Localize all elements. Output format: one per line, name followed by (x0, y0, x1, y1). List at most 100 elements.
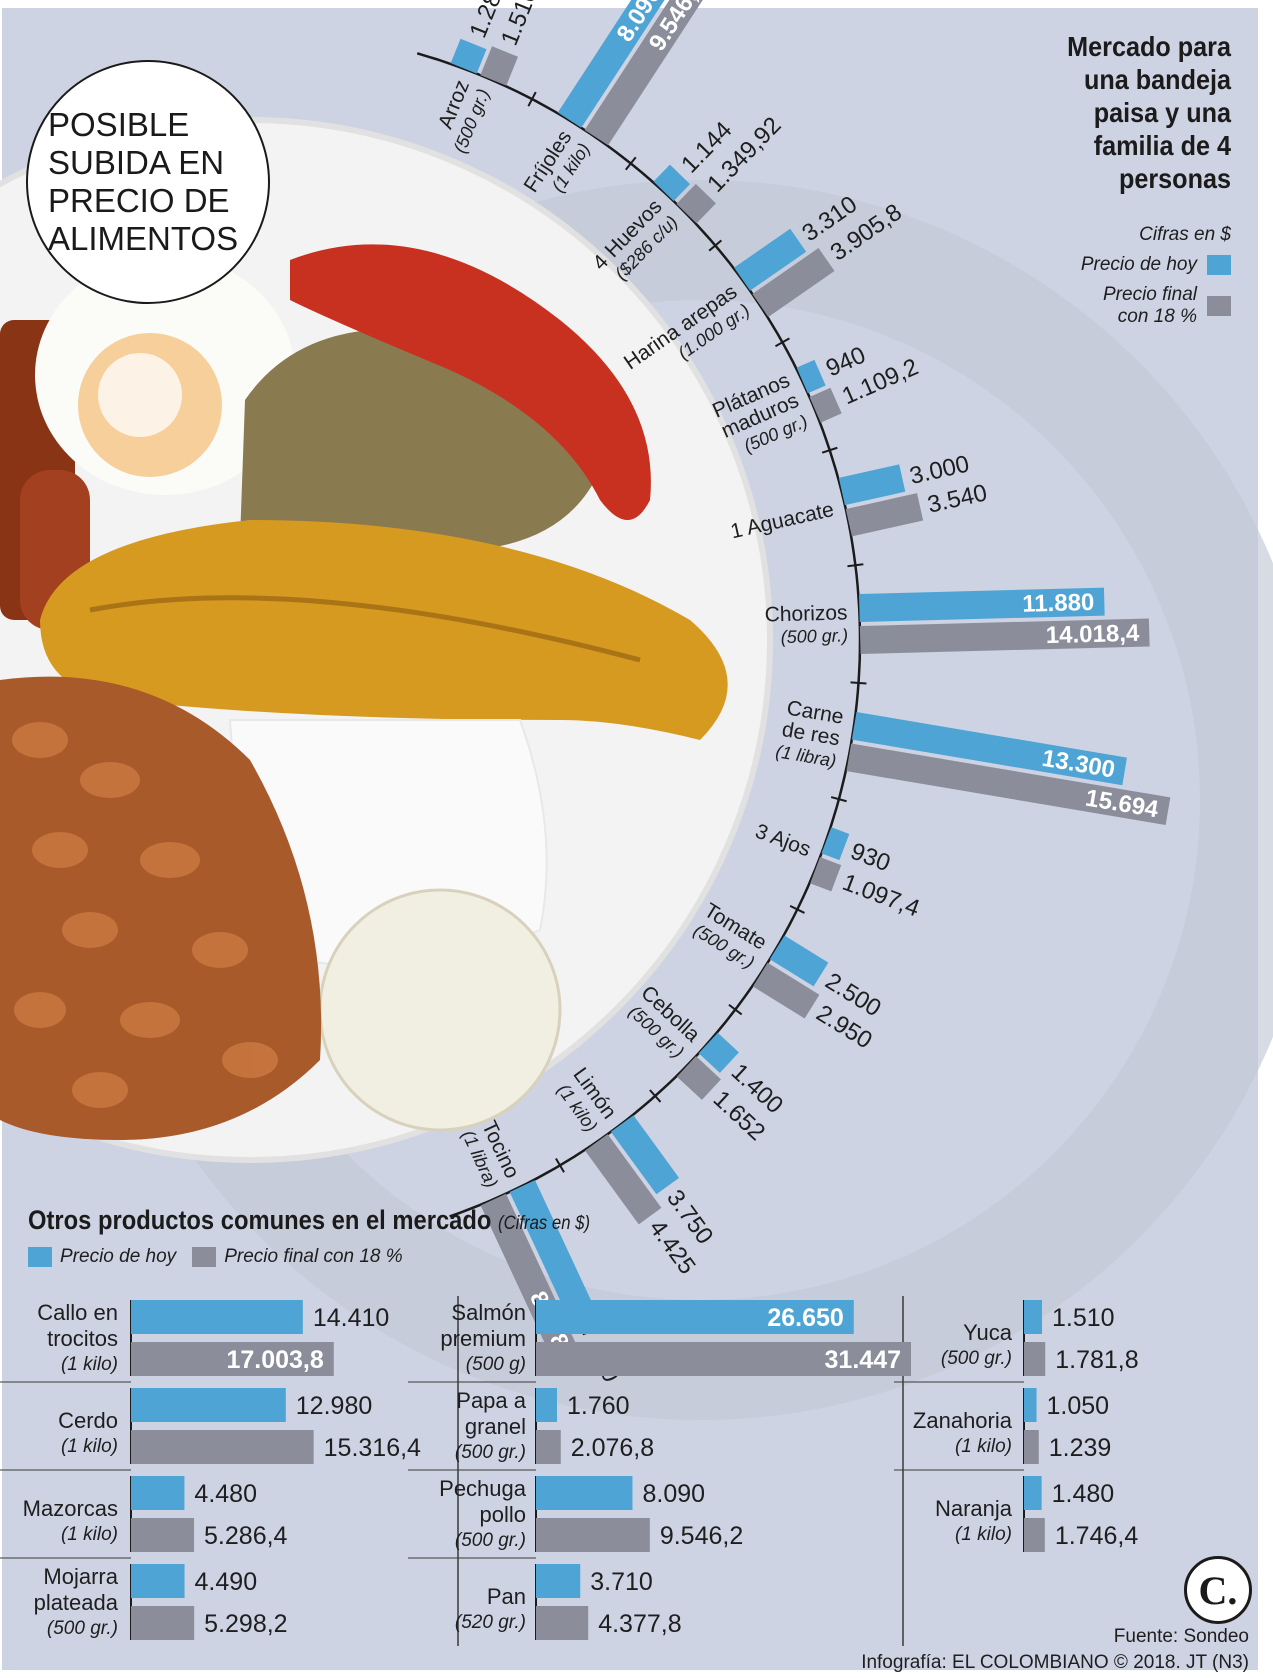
bar-today-cerdo (131, 1388, 286, 1422)
bar-today-harina-arepas (734, 228, 807, 291)
legend-units: Cifras en $ (1139, 224, 1231, 245)
bar-today-yuca (1024, 1300, 1043, 1334)
label-yuca: Yuca (963, 1320, 1013, 1345)
bar-final-cerdo (131, 1430, 314, 1464)
label-pechuga-pollo: Pechuga (439, 1476, 527, 1501)
bar-final-naranja (1024, 1518, 1045, 1552)
radial-axis-tick (649, 1089, 662, 1103)
bar-final-pechuga-pollo (536, 1518, 650, 1552)
grid-item-zanahoria: 1.050 1.239 Zanahoria (1 kilo) (894, 1388, 1111, 1471)
bar-final-salmon-premium (536, 1342, 911, 1376)
value-today-papa-a-granel: 1.760 (567, 1392, 630, 1420)
chorizo (290, 244, 651, 520)
credit-note: Infografía: EL COLOMBIANO © 2018. JT (N3… (861, 1652, 1249, 1673)
label-mojarra-plateada-1: plateada (34, 1590, 119, 1615)
note-mojarra-plateada: (500 gr.) (47, 1618, 118, 1639)
bar-final-zanahoria (1024, 1430, 1039, 1464)
bottom-title-subtitle: (Cifras en $) (498, 1213, 591, 1234)
bar-final-chorizos (859, 618, 1150, 655)
legend-final-swatch (1207, 296, 1231, 316)
bar-today-mazorcas (131, 1476, 185, 1510)
bar-today-papa-a-granel (536, 1388, 557, 1422)
grid-item-cerdo: 12.980 15.316,4 Cerdo (1 kilo) (0, 1388, 421, 1471)
bar-final-tomate (752, 962, 820, 1019)
value-final-cerdo: 15.316,4 (324, 1434, 421, 1462)
legend-bottom-final-swatch (192, 1247, 217, 1267)
bar-today-naranja (1024, 1476, 1042, 1510)
bar-today-pan (536, 1564, 581, 1598)
grid-item-pan: 3.710 4.377,8 Pan (520 gr.) (455, 1564, 682, 1640)
fried-plantain (40, 520, 728, 740)
egg-yolk-center (98, 353, 182, 437)
bar-today-callo-en-trocitos (131, 1300, 303, 1334)
legend-bottom-final-label: Precio final con 18 % (224, 1246, 403, 1267)
label-mojarra-plateada: Mojarra (43, 1564, 118, 1589)
value-final-papa-a-granel: 2.076,8 (571, 1434, 654, 1462)
legend-final-line1: Precio final (1103, 284, 1197, 305)
bar-final-mazorcas (131, 1518, 195, 1552)
legend-final-label: Precio final con 18 % (1103, 284, 1197, 328)
label-mazorcas: Mazorcas (23, 1496, 118, 1521)
legend-today-row: Precio de hoy (1011, 254, 1231, 276)
radial-axis-tick (821, 446, 838, 454)
value-today-salmon-premium: 26.650 (767, 1304, 843, 1332)
note-salmon-premium: (500 g) (466, 1354, 526, 1375)
value-final-yuca: 1.781,8 (1055, 1346, 1138, 1374)
note-papa-a-granel: (500 gr.) (455, 1442, 526, 1463)
bar-today-3-ajos (821, 827, 850, 861)
bean-dots (12, 722, 278, 1108)
chart-title: Mercado para una bandeja paisa y una fam… (1067, 31, 1231, 194)
note-pan: (520 gr.) (455, 1612, 526, 1633)
radial-axis-tick (850, 681, 867, 685)
value-today-pechuga-pollo: 8.090 (642, 1480, 705, 1508)
radial-axis-line (416, 52, 862, 1218)
label-papa-a-granel-1: granel (465, 1414, 526, 1439)
bar-final-arroz (480, 46, 518, 86)
bar-final-callo-en-trocitos (131, 1342, 334, 1376)
value-today-mazorcas: 4.480 (194, 1480, 257, 1508)
bar-final-4-huevos (676, 183, 716, 224)
note-mazorcas: (1 kilo) (61, 1524, 118, 1545)
note-chorizos: (500 gr.) (780, 625, 848, 647)
bar-today-limon (610, 1115, 680, 1195)
value-final-pechuga-pollo: 9.546,2 (660, 1522, 743, 1550)
bar-final-mojarra-plateada (131, 1606, 195, 1640)
label-callo-en-trocitos-1: trocitos (47, 1326, 118, 1351)
value-today-cerdo: 12.980 (296, 1392, 372, 1420)
note-naranja: (1 kilo) (955, 1524, 1012, 1545)
logo-text: C. (1198, 1567, 1238, 1613)
label-naranja: Naranja (935, 1496, 1013, 1521)
note-yuca: (500 gr.) (941, 1348, 1012, 1369)
legend-final-row: Precio final con 18 % (1011, 284, 1231, 328)
bar-today-cebolla (698, 1032, 739, 1073)
legend-top: Cifras en $ Precio de hoy Precio final co… (1011, 224, 1231, 336)
bar-today-4-huevos (653, 164, 691, 202)
bar-final-pan (536, 1606, 589, 1640)
legend-bottom-today-label: Precio de hoy (60, 1246, 177, 1267)
legend-today-swatch (1207, 255, 1231, 275)
plantain-stripe (89, 595, 641, 663)
bar-today-tomate (769, 935, 829, 987)
bottom-chart-title: Otros productos comunes en el mercado (C… (28, 1205, 590, 1236)
bar-today-chorizos (859, 587, 1105, 623)
radial-axis-tick (774, 337, 790, 348)
radial-axis-tick (624, 156, 637, 171)
radial-axis-tick (708, 239, 723, 252)
badge-title: POSIBLE SUBIDA EN PRECIO DE ALIMENTOS (48, 106, 239, 257)
bar-final-cebolla (676, 1056, 721, 1100)
bar-final-3-ajos (810, 857, 842, 892)
label-pechuga-pollo-1: pollo (480, 1502, 526, 1527)
bar-final-carne-de-res (846, 743, 1171, 826)
bottom-title-text: Otros productos comunes en el mercado (28, 1205, 492, 1235)
value-today-pan: 3.710 (590, 1568, 653, 1596)
value-final-mojarra-plateada: 5.298,2 (204, 1610, 287, 1638)
value-today-chorizos: 11.880 (1022, 589, 1095, 618)
bar-final-frijoles (584, 0, 716, 146)
